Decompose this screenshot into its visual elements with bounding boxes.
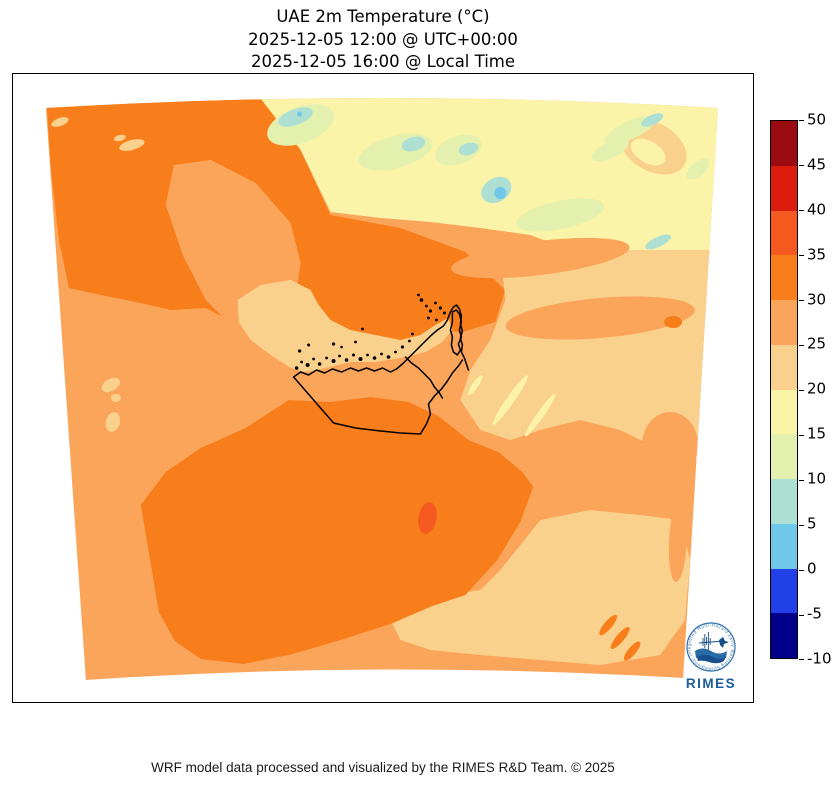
title-variable: UAE 2m Temperature (°C) <box>276 7 490 26</box>
colorbar-tick-label: 35 <box>807 245 827 264</box>
title-local-time: 2025-12-05 16:00 @ Local Time <box>250 52 516 71</box>
footer-credit: WRF model data processed and visualized … <box>151 760 615 775</box>
rimes-wordmark: RIMES <box>686 676 736 691</box>
plot-title: UAE 2m Temperature (°C) 2025-12-05 12:00… <box>0 6 766 74</box>
colorbar-tick <box>799 658 804 660</box>
map-region-southeast-sand-20-25 <box>390 510 691 665</box>
colorbar-tick-label: -5 <box>807 604 822 623</box>
colorbar-tick-label: 15 <box>807 424 827 443</box>
colorbar-segment <box>771 255 797 300</box>
bird-icon <box>719 637 729 648</box>
colorbar-tick-label: 30 <box>807 290 827 309</box>
temperature-contour-map <box>45 98 719 680</box>
colorbar-tick-label: 50 <box>807 110 827 129</box>
island-dots <box>294 293 446 370</box>
colorbar-tick <box>799 614 804 616</box>
colorbar-tick-label: 0 <box>807 559 817 578</box>
map-region-mountains-15-20 <box>250 98 719 272</box>
colorbar-tick <box>799 119 804 121</box>
colorbar-segment <box>771 479 797 524</box>
colorbar-segment <box>771 613 797 658</box>
map-region-west-sand-patches <box>51 117 145 432</box>
map-axes-frame <box>12 73 754 703</box>
colorbar-tick-label: 40 <box>807 200 827 219</box>
colorbar-tick <box>799 299 804 301</box>
colorbar-tick <box>799 164 804 166</box>
musandam-peninsula-outline <box>449 309 463 356</box>
wave-icon <box>695 648 727 661</box>
colorbar-tick <box>799 434 804 436</box>
title-utc-time: 2025-12-05 12:00 @ UTC+00:00 <box>248 29 518 49</box>
temperature-colorbar <box>770 120 798 659</box>
colorbar-tick-label: 20 <box>807 379 827 398</box>
wave-dark-icon <box>697 655 726 664</box>
map-region-coastal-sand-20-25 <box>237 280 453 372</box>
colorbar-tick <box>799 344 804 346</box>
map-region-cyan-patches-5-10 <box>278 107 671 250</box>
uae-land-border <box>292 359 464 435</box>
colorbar-tick-label: 45 <box>807 155 827 174</box>
map-region-desert-blob-30-35 <box>140 397 534 664</box>
colorbar-tick <box>799 389 804 391</box>
colorbar-segment <box>771 568 797 614</box>
colorbar-segment <box>771 523 797 569</box>
colorbar-tick <box>799 209 804 211</box>
colorbar-tick <box>799 254 804 256</box>
colorbar-tick <box>799 569 804 571</box>
colorbar-tick-label: 10 <box>807 469 827 488</box>
colorbar-tick <box>799 479 804 481</box>
colorbar-tick-label: 5 <box>807 514 817 533</box>
uae-border-outlines <box>292 304 470 435</box>
colorbar-segment <box>771 344 797 390</box>
uae-oman-enclave-border <box>404 356 444 399</box>
colorbar-segment <box>771 434 797 479</box>
colorbar-tick-label: 25 <box>807 334 827 353</box>
colorbar-segment <box>771 210 797 256</box>
seismograph-icon <box>698 632 724 650</box>
colorbar-tick <box>799 524 804 526</box>
colorbar-tick-label: -10 <box>807 649 832 668</box>
map-region-orange-bands-25-30 <box>451 237 699 582</box>
map-region-hot-core-35-40 <box>418 502 437 534</box>
colorbar-segment <box>771 389 797 435</box>
rimes-logo: Regional Integrated Multi-Hazard Early W… <box>679 612 736 691</box>
colorbar-segment <box>771 121 797 166</box>
uae-coastline <box>292 304 470 378</box>
map-region-blue-dots-0-5 <box>297 111 507 199</box>
map-region-hajar-slivers-15-20 <box>468 375 556 437</box>
colorbar-segment <box>771 300 797 345</box>
colorbar-segment <box>771 165 797 211</box>
